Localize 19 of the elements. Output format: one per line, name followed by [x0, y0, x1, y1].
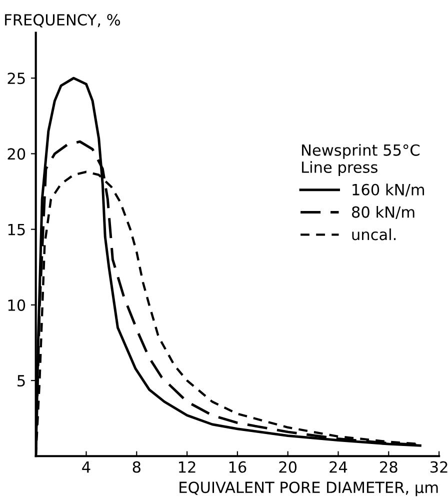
x-tick-label: 28	[380, 461, 398, 473]
y-tick-label: 5	[18, 375, 25, 387]
y-tick-label: 10	[8, 299, 26, 311]
x-tick-label: 12	[179, 461, 196, 473]
y-tick-label: 15	[8, 224, 25, 236]
legend-label: 160 kN/m	[352, 184, 424, 197]
y-axis-title: FREQUENCY, %	[5, 14, 120, 28]
x-tick-label: 20	[279, 461, 297, 473]
y-tick-label: 20	[8, 148, 26, 160]
legend-title: Newsprint 55°C Line press	[302, 144, 420, 176]
y-tick-label: 25	[8, 72, 25, 84]
legend-label: uncal.	[352, 228, 396, 240]
x-tick-label: 24	[330, 461, 348, 473]
x-tick-label: 32	[430, 461, 448, 473]
x-tick-label: 8	[132, 461, 140, 473]
x-tick-label: 4	[82, 461, 90, 473]
legend-label: 80 kN/m	[352, 206, 414, 220]
x-tick-label: 16	[229, 461, 246, 473]
x-axis-title: EQUIVALENT PORE DIAMETER, µm	[180, 482, 438, 496]
